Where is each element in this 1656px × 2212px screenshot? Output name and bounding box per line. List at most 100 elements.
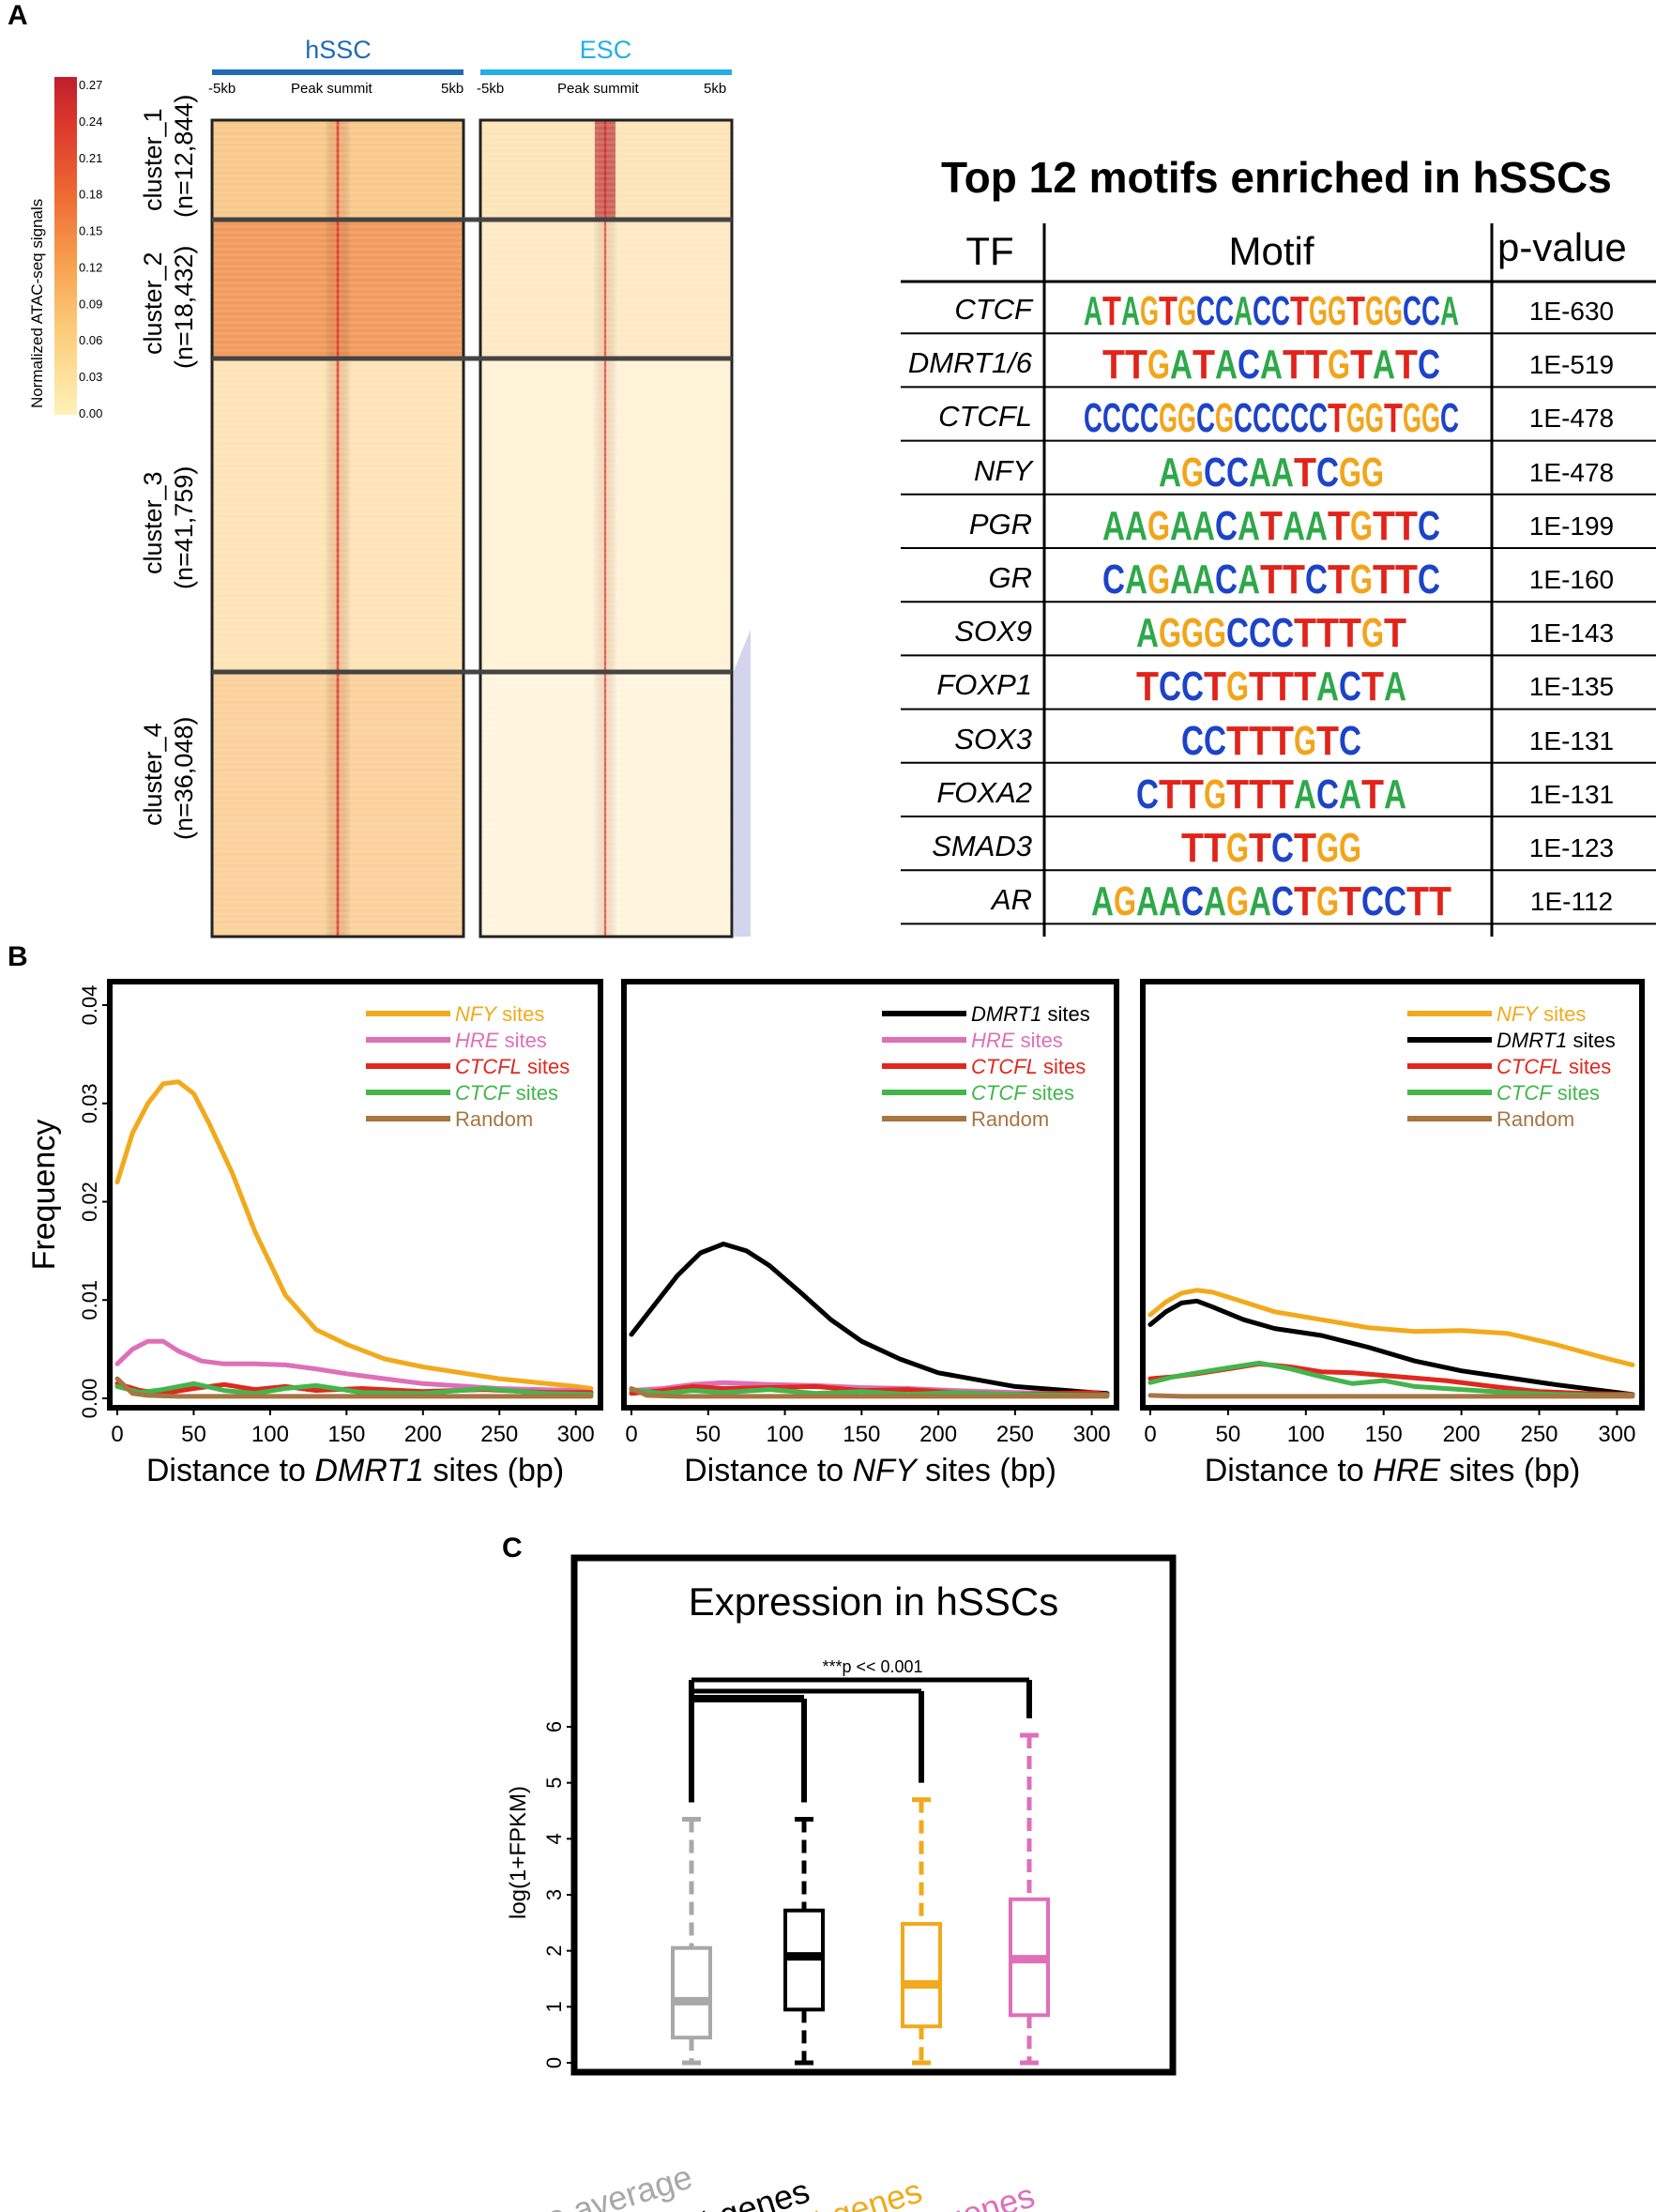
logo-letter: A xyxy=(1384,664,1406,708)
logo-letter: A xyxy=(1091,878,1114,923)
logo-letter: G xyxy=(1316,825,1339,869)
logo-letter: G xyxy=(1177,395,1196,439)
logo-letter: T xyxy=(1193,342,1215,386)
chart-title: Expression in hSSCs xyxy=(689,1579,1059,1624)
logo-letter: G xyxy=(1226,878,1249,923)
logo-letter: G xyxy=(1181,610,1204,654)
logo-letter: G xyxy=(1403,395,1421,439)
x-tick-label: 100 xyxy=(251,1422,289,1447)
motif-row-pvalue: 1E-478 xyxy=(1528,404,1615,434)
colorbar-label: Normalized ATAC-seq signals xyxy=(28,199,46,408)
box-3 xyxy=(901,1797,942,2066)
plot-frame xyxy=(107,979,603,1411)
logo-letter: C xyxy=(1121,395,1140,439)
logo-letter: C xyxy=(1290,395,1309,439)
logo-letter: C xyxy=(1196,395,1215,439)
logo-letter: C xyxy=(1305,557,1328,601)
logo-letter: G xyxy=(1339,450,1361,494)
logo-letter: T xyxy=(1328,503,1350,547)
logo-letter: A xyxy=(1271,450,1294,494)
logo-letter: T xyxy=(1373,557,1395,601)
logo-letter: T xyxy=(1226,718,1249,762)
motif-row-tf: FOXP1 xyxy=(936,668,1032,702)
logo-letter: T xyxy=(1294,825,1316,869)
motif-row-tf: AR xyxy=(991,883,1032,917)
logo-letter: T xyxy=(1339,878,1361,923)
y-tick-label: 2 xyxy=(542,1945,566,1957)
x-tick-label: 150 xyxy=(1365,1422,1403,1447)
logo-letter: T xyxy=(1384,395,1403,439)
logo-letter: C xyxy=(1361,878,1384,923)
logo-letter: A xyxy=(1170,503,1193,547)
logo-letter: T xyxy=(1102,342,1125,386)
column-label-hssc: hSSC xyxy=(305,36,372,64)
logo-letter: A xyxy=(1238,557,1260,601)
motif-row-pvalue: 1E-143 xyxy=(1528,618,1615,648)
heatmap-hssc xyxy=(210,118,465,938)
logo-letter: G xyxy=(1226,664,1249,708)
logo-letter: C xyxy=(1238,342,1260,386)
legend-label: NFY sites xyxy=(455,1002,544,1026)
logo-letter: G xyxy=(1159,395,1177,439)
logo-letter: C xyxy=(1421,288,1440,332)
logo-letter: T xyxy=(1283,557,1305,601)
y-tick-label: 5 xyxy=(542,1777,566,1789)
logo-letter: T xyxy=(1125,342,1147,386)
logo-letter: C xyxy=(1102,557,1125,601)
logo-letter: C xyxy=(1316,450,1339,494)
hssc-tick-center: Peak summit xyxy=(291,81,372,97)
y-tick-label: 1 xyxy=(542,2001,566,2012)
esc-tick-center: Peak summit xyxy=(557,81,639,97)
motif-row-tf: NFY xyxy=(974,453,1032,487)
colorbar-tick-label: 0.06 xyxy=(79,333,102,347)
box-chart: Expression in hSSCs 0 1 2 3 4 5 6 log(1+FPKM) ***… xyxy=(435,1554,1177,2212)
logo-letter: T xyxy=(1294,610,1316,654)
cluster-4-label: cluster_4 xyxy=(139,723,167,826)
series-line xyxy=(1147,1288,1635,1367)
plot-frame xyxy=(570,1554,1177,2076)
legend-label: CTCFL sites xyxy=(971,1055,1086,1078)
logo-letter: A xyxy=(1159,878,1181,923)
line-chart-2: 0 50 100 150 200 250 300 Distance to NFY sites … xyxy=(621,979,1119,1488)
logo-letter: T xyxy=(1294,450,1316,494)
logo-letter: C xyxy=(1309,395,1328,439)
x-tick-label: 100 xyxy=(767,1422,804,1447)
logo-letter: C xyxy=(1271,878,1294,923)
motif-row-tf: SOX9 xyxy=(954,615,1032,648)
series-line xyxy=(114,1079,594,1391)
column-bar-esc xyxy=(480,69,732,75)
logo-letter: T xyxy=(1249,825,1271,869)
series-line xyxy=(114,1338,594,1396)
logo-letter: T xyxy=(1294,878,1316,923)
logo-letter: C xyxy=(1253,288,1271,332)
logo-letter: G xyxy=(1140,288,1159,332)
logo-letter: T xyxy=(1159,771,1181,816)
logo-letter: A xyxy=(1440,288,1459,332)
logo-letter: G xyxy=(1328,342,1350,386)
logo-letter: T xyxy=(1328,395,1346,439)
logo-letter: C xyxy=(1204,450,1226,494)
legend-label: HRE sites xyxy=(971,1029,1063,1052)
logo-letter: C xyxy=(1215,288,1234,332)
logo-letter: T xyxy=(1249,771,1271,816)
motif-row-pvalue: 1E-630 xyxy=(1528,297,1615,326)
logo-letter: T xyxy=(1361,664,1384,708)
logo-letter: G xyxy=(1204,610,1226,654)
x-tick-label: 300 xyxy=(1073,1422,1111,1447)
y-tick-label: 3 xyxy=(542,1889,566,1900)
panel-c-boxplot: Expression in hSSCs 0 1 2 3 4 5 6 log(1+FPKM) ***… xyxy=(435,1554,1177,2212)
logo-letter: C xyxy=(1215,557,1238,601)
logo-letter: G xyxy=(1215,395,1234,439)
motif-row-tf: CTCF xyxy=(954,293,1032,326)
x-tick-label: 200 xyxy=(404,1422,442,1447)
x-tick-label: 0 xyxy=(625,1422,637,1447)
panel-b-line-charts: 0 50 100 150 200 250 300 0.00 0.01 0.02 0.03 0.04 Di… xyxy=(26,979,1645,1488)
x-axis-label: Distance to NFY sites (bp) xyxy=(684,1453,1056,1488)
logo-letter: C xyxy=(1226,450,1249,494)
logo-letter: A xyxy=(1260,342,1283,386)
logo-letter: T xyxy=(1328,557,1350,601)
logo-letter: A xyxy=(1084,288,1102,332)
logo-letter: G xyxy=(1328,288,1346,332)
